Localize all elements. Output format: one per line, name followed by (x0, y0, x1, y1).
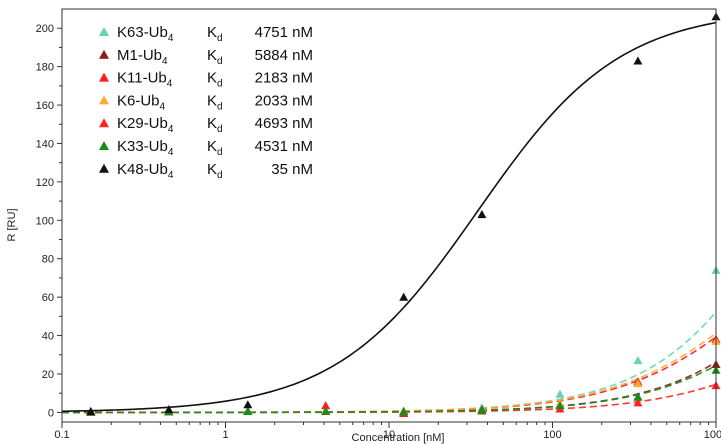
legend-kd-value: 2183 nM (255, 70, 313, 87)
fit-curve-k6-ub (62, 332, 717, 414)
legend-kd-value: 5884 nM (255, 47, 313, 64)
data-point-k48-ub (86, 406, 96, 416)
legend-series-name: M1-Ub4 (117, 47, 168, 67)
legend-kd-label: Kd (207, 92, 223, 112)
y-tick-label: 180 (36, 62, 54, 74)
legend-kd-value: 4693 nM (255, 115, 313, 132)
data-point-k63-ub (555, 389, 565, 398)
data-point-k33-ub (243, 406, 253, 416)
fit-curve-k48-ub (61, 21, 717, 413)
legend-series-name: K63-Ub4 (117, 24, 174, 44)
data-point-k33-ub (633, 392, 643, 401)
legend: K63-Ub4 Kd 4751 nM M1-Ub4 Kd 5884 nM K11-Ub4 Kd… (99, 24, 313, 181)
legend-kd-label: Kd (207, 161, 223, 181)
legend-kd-label: Kd (207, 47, 223, 67)
legend-kd-value: 35 nM (271, 161, 313, 178)
data-point-k6-ub (633, 379, 643, 388)
legend-series-name: K33-Ub4 (117, 138, 174, 158)
data-point-k48-ub (243, 400, 253, 409)
data-point-k33-ub (555, 401, 565, 410)
y-tick-label: 100 (36, 215, 54, 227)
y-tick-label: 40 (42, 331, 54, 343)
data-point-k48-ub (399, 292, 409, 301)
y-tick-label: 160 (36, 100, 54, 112)
legend-marker (99, 27, 109, 36)
legend-kd-value: 2033 nM (255, 92, 313, 109)
legend-marker (99, 141, 109, 150)
legend-kd-label: Kd (207, 70, 223, 90)
legend-series-name: K29-Ub4 (117, 115, 174, 135)
fit-curves (61, 21, 717, 414)
legend-marker (99, 95, 109, 105)
y-axis-label: R [RU] (6, 209, 18, 242)
y-tick-label: 200 (36, 23, 54, 35)
x-tick-label: 10 (383, 429, 395, 441)
data-point-k33-ub (399, 407, 409, 416)
legend-series-name: K6-Ub4 (117, 92, 166, 112)
data-point-k33-ub (477, 405, 487, 415)
data-point-k29-ub (633, 398, 643, 407)
data-point-k63-ub (633, 356, 643, 365)
y-tick-label: 140 (36, 138, 54, 150)
x-tick-label: 1 (222, 429, 228, 441)
legend-series-name: K48-Ub4 (117, 161, 174, 181)
x-tick-label: 100 (543, 429, 561, 441)
legend-marker (99, 163, 109, 173)
legend-kd-value: 4751 nM (255, 24, 313, 41)
fit-curve-k29-ub (62, 383, 717, 414)
fit-curve-k33-ub (62, 364, 717, 414)
fit-curve-k63-ub (62, 311, 717, 414)
legend-marker (99, 72, 109, 82)
x-tick-label: 0.1 (54, 429, 69, 441)
legend-marker (99, 118, 109, 128)
legend-kd-label: Kd (207, 138, 223, 158)
data-point-k48-ub (164, 405, 174, 414)
y-tick-label: 80 (42, 254, 54, 266)
legend-series-name: K11-Ub4 (117, 70, 173, 90)
data-point-k48-ub (633, 56, 643, 65)
x-axis-label: Concentration [nM] (352, 432, 445, 444)
fit-curve-k11-ub (62, 336, 717, 414)
legend-kd-label: Kd (207, 24, 223, 44)
y-tick-label: 120 (36, 177, 54, 189)
data-point-k48-ub (477, 210, 487, 219)
legend-kd-value: 4531 nM (255, 138, 313, 155)
y-tick-label: 60 (42, 292, 54, 304)
y-tick-label: 0 (48, 407, 54, 419)
data-point-k33-ub (321, 406, 331, 415)
data-points (86, 12, 721, 417)
data-point-k11-ub (321, 401, 331, 410)
y-tick-label: 20 (42, 369, 54, 381)
legend-marker (99, 49, 109, 59)
legend-kd-label: Kd (207, 115, 223, 135)
